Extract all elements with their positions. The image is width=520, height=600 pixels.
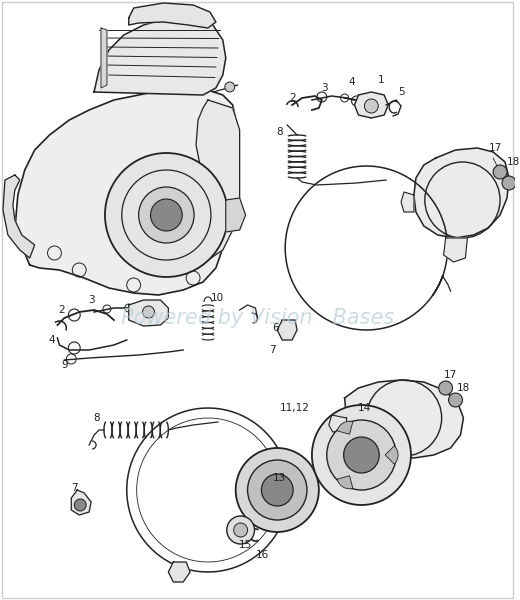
Circle shape xyxy=(142,306,154,318)
Circle shape xyxy=(227,516,254,544)
Polygon shape xyxy=(168,562,190,582)
Polygon shape xyxy=(345,380,463,458)
Text: 3: 3 xyxy=(321,83,328,93)
Text: 5: 5 xyxy=(398,87,405,97)
Polygon shape xyxy=(336,418,371,468)
Polygon shape xyxy=(226,198,245,232)
Circle shape xyxy=(236,448,319,532)
Circle shape xyxy=(502,176,516,190)
Text: 18: 18 xyxy=(506,157,519,167)
Text: 3: 3 xyxy=(88,295,95,305)
Polygon shape xyxy=(355,92,388,118)
Text: 16: 16 xyxy=(256,550,269,560)
Wedge shape xyxy=(337,476,353,489)
Polygon shape xyxy=(277,320,297,340)
Circle shape xyxy=(74,499,86,511)
Polygon shape xyxy=(196,100,240,260)
Polygon shape xyxy=(414,148,509,238)
Text: 17: 17 xyxy=(444,370,457,380)
Polygon shape xyxy=(15,88,236,295)
Polygon shape xyxy=(401,192,414,212)
Polygon shape xyxy=(444,238,467,262)
Polygon shape xyxy=(94,18,226,95)
Text: 4: 4 xyxy=(348,77,355,87)
Text: 7: 7 xyxy=(269,345,276,355)
Circle shape xyxy=(262,474,293,506)
Circle shape xyxy=(233,523,248,537)
Text: 18: 18 xyxy=(457,383,470,393)
Polygon shape xyxy=(129,3,216,28)
Polygon shape xyxy=(101,28,107,88)
Polygon shape xyxy=(129,300,168,326)
Polygon shape xyxy=(329,415,347,432)
Circle shape xyxy=(439,381,452,395)
Circle shape xyxy=(312,405,411,505)
Text: 14: 14 xyxy=(358,403,371,413)
Circle shape xyxy=(449,393,462,407)
Circle shape xyxy=(139,187,194,243)
Circle shape xyxy=(105,153,228,277)
Text: 4: 4 xyxy=(48,335,55,345)
Circle shape xyxy=(150,199,182,231)
Text: 8: 8 xyxy=(94,413,100,423)
Circle shape xyxy=(134,307,140,313)
Text: 7: 7 xyxy=(71,483,77,493)
Text: 13: 13 xyxy=(272,473,286,483)
Circle shape xyxy=(327,420,396,490)
Text: 10: 10 xyxy=(211,293,225,303)
Text: 8: 8 xyxy=(276,127,282,137)
Text: 2: 2 xyxy=(289,93,295,103)
Circle shape xyxy=(248,460,307,520)
Text: 9: 9 xyxy=(61,360,68,370)
Circle shape xyxy=(365,99,378,113)
Text: 11,12: 11,12 xyxy=(280,403,310,413)
Text: 6: 6 xyxy=(272,323,279,333)
Circle shape xyxy=(158,307,163,313)
Polygon shape xyxy=(71,490,91,515)
Text: 15: 15 xyxy=(239,540,252,550)
Text: 1: 1 xyxy=(378,75,385,85)
Circle shape xyxy=(493,165,507,179)
Wedge shape xyxy=(337,421,353,434)
Wedge shape xyxy=(385,446,398,464)
Text: Powered by Vision   Bases: Powered by Vision Bases xyxy=(121,308,394,328)
Circle shape xyxy=(344,437,379,473)
Text: 17: 17 xyxy=(488,143,502,153)
Text: 2: 2 xyxy=(58,305,64,315)
Polygon shape xyxy=(3,175,35,258)
Circle shape xyxy=(225,82,235,92)
